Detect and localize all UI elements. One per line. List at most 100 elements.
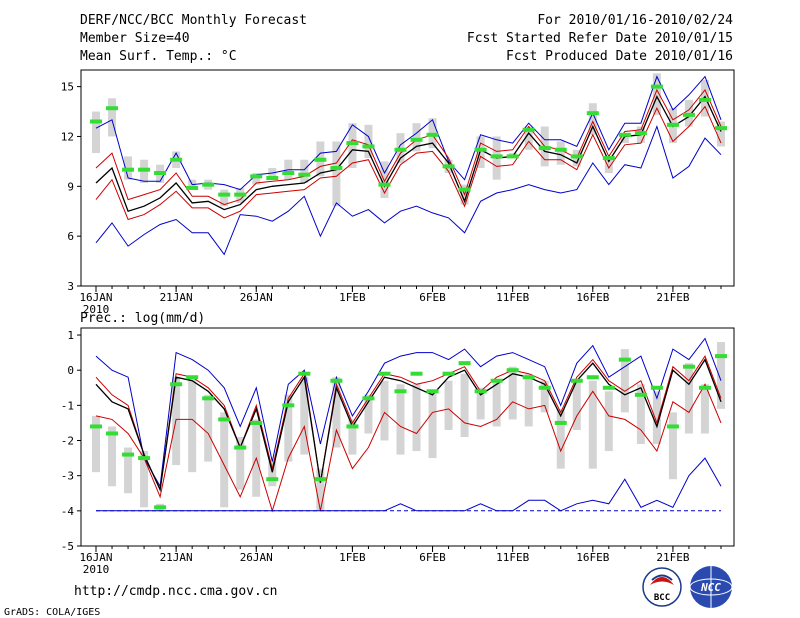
prec-spread-box — [428, 391, 437, 459]
prec-obs-marker — [362, 396, 375, 401]
prec-series-upper — [95, 355, 722, 492]
prec-obs-marker — [202, 396, 215, 401]
temp-obs-marker — [618, 132, 631, 137]
temp-obs-marker — [602, 156, 615, 161]
temp-x-tick-label: 21JAN — [160, 291, 193, 304]
temp-x-tick-label: 26JAN — [240, 291, 273, 304]
temp-y-tick-label: 15 — [61, 81, 74, 94]
prec-obs-marker — [234, 445, 247, 450]
temp-x-year-label: 2010 — [83, 303, 110, 316]
prec-obs-marker — [426, 389, 439, 394]
fcst-produced-date: Fcst Produced Date 2010/01/16 — [506, 49, 733, 64]
prec-spread-box — [412, 384, 421, 452]
prec-series-min — [96, 457, 722, 512]
prec-y-tick-label: -4 — [61, 505, 75, 518]
temp-obs-marker — [362, 144, 375, 149]
temp-spread-box — [220, 189, 229, 207]
prec-spread-box — [717, 342, 725, 409]
temp-x-tick-label: 11FEB — [496, 291, 529, 304]
temp-y-tick-label: 12 — [61, 130, 74, 143]
precip-panel-title: Prec.: log(mm/d) — [80, 311, 205, 326]
temp-obs-marker — [394, 147, 407, 152]
prec-x-tick-label: 6FEB — [419, 551, 446, 564]
bcc-logo-ring — [642, 567, 682, 607]
prec-obs-marker — [218, 417, 231, 422]
temp-y-tick-label: 9 — [67, 180, 74, 193]
prec-spread-box — [268, 461, 277, 487]
prec-spread-box — [220, 412, 229, 508]
prec-x-tick-label: 21FEB — [656, 551, 689, 564]
prec-obs-marker — [618, 357, 631, 362]
temp-obs-marker — [442, 164, 455, 169]
temp-spread-box — [524, 126, 533, 150]
temp-spread-box — [556, 141, 565, 165]
source-url[interactable]: http://cmdp.ncc.cma.gov.cn — [74, 584, 278, 599]
prec-x-tick-label: 16JAN — [79, 551, 112, 564]
temp-spread-box — [588, 103, 597, 135]
temp-obs-marker — [538, 146, 551, 151]
fcst-started-date: Fcst Started Refer Date 2010/01/15 — [467, 31, 733, 46]
bcc-logo-arc — [651, 574, 673, 581]
prec-spread-box — [524, 373, 533, 427]
ncc-logo-text: NCC — [700, 581, 721, 594]
temp-x-tick-label: 16FEB — [576, 291, 609, 304]
bcc-logo-swirl — [650, 577, 674, 585]
temp-obs-marker — [186, 185, 199, 190]
temp-obs-marker — [474, 147, 487, 152]
temp-obs-marker — [106, 106, 119, 111]
temp-y-tick-label: 3 — [67, 280, 74, 293]
prec-x-tick-label: 26JAN — [240, 551, 273, 564]
temp-obs-marker — [282, 171, 295, 176]
chart-title: DERF/NCC/BCC Monthly Forecast — [80, 13, 307, 28]
prec-spread-box — [396, 384, 405, 455]
prec-spread-box — [572, 380, 581, 430]
prec-x-tick-label: 21JAN — [160, 551, 193, 564]
prec-obs-marker — [378, 371, 391, 376]
prec-y-tick-label: 0 — [67, 364, 74, 377]
temp-obs-marker — [666, 122, 679, 127]
prec-obs-marker — [282, 403, 295, 408]
prec-spread-box — [188, 377, 197, 473]
temp-series-lower — [95, 105, 722, 221]
prec-spread-box — [492, 380, 501, 427]
temp-obs-marker — [698, 97, 711, 102]
prec-y-tick-label: -1 — [61, 399, 74, 412]
temp-obs-marker — [138, 167, 151, 172]
prec-spread-box — [204, 394, 213, 462]
prec-obs-marker — [522, 375, 535, 380]
temp-obs-marker — [490, 154, 503, 159]
prec-spread-box — [332, 377, 341, 448]
prec-obs-marker — [266, 477, 279, 482]
prec-plot-frame — [80, 327, 735, 547]
temp-obs-marker — [410, 137, 423, 142]
prec-spread-box — [236, 437, 245, 490]
prec-spread-box — [508, 366, 517, 420]
temp-obs-marker — [298, 172, 311, 177]
temp-plot-frame — [80, 69, 735, 287]
temp-obs-marker — [266, 176, 279, 180]
temp-obs-marker — [314, 157, 327, 162]
temp-spread-box — [332, 141, 341, 207]
prec-spread-box — [284, 394, 293, 462]
prec-y-tick-label: -5 — [61, 540, 74, 553]
prec-obs-marker — [346, 424, 359, 429]
prec-y-tick-label: -3 — [61, 470, 74, 483]
prec-spread-box — [124, 447, 133, 494]
prec-obs-marker — [106, 431, 119, 436]
prec-obs-marker — [154, 505, 167, 510]
temp-spread-box — [380, 161, 389, 198]
prec-spread-box — [652, 391, 661, 445]
prec-spread-box — [684, 363, 693, 434]
temp-spread-box — [620, 133, 629, 144]
temp-obs-marker — [250, 174, 263, 179]
prec-obs-marker — [538, 385, 551, 390]
temp-spread-box — [412, 123, 421, 152]
prec-y-tick-label: 1 — [67, 329, 74, 342]
prec-obs-marker — [570, 378, 583, 383]
prec-obs-marker — [715, 354, 727, 359]
prec-spread-box — [588, 380, 597, 469]
bcc-logo-text: BCC — [654, 593, 670, 603]
